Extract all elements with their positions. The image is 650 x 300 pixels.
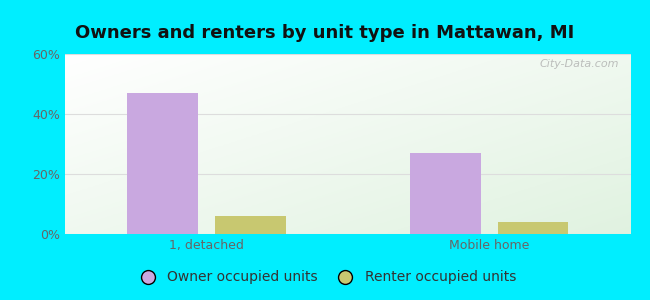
Text: Owners and renters by unit type in Mattawan, MI: Owners and renters by unit type in Matta… [75,24,575,42]
Text: City-Data.com: City-Data.com [540,59,619,69]
Bar [498,222,568,234]
Bar [410,153,480,234]
Legend: Owner occupied units, Renter occupied units: Owner occupied units, Renter occupied un… [128,265,522,290]
Bar [215,216,285,234]
Bar [127,93,198,234]
